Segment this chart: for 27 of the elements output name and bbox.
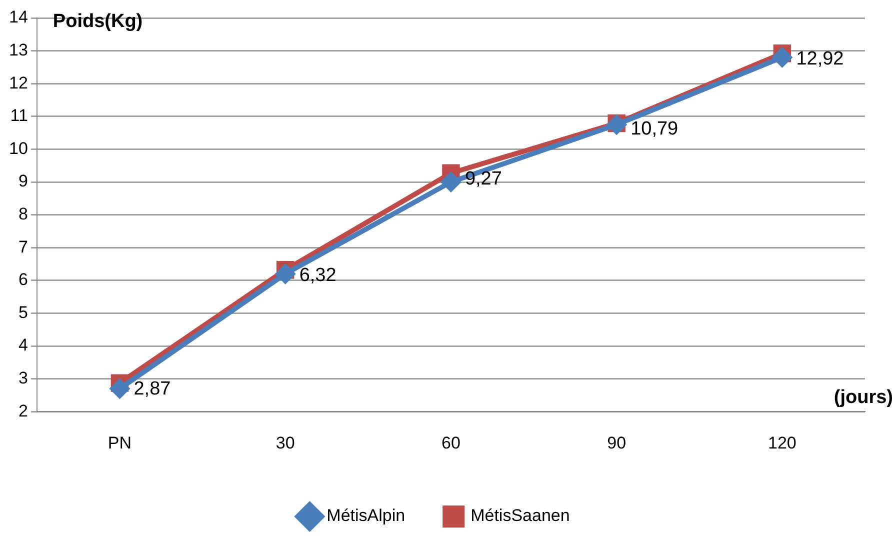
y-tick-label: 7 xyxy=(18,237,28,256)
y-tick-label: 11 xyxy=(10,106,28,126)
y-tick-label: 13 xyxy=(8,40,28,60)
y-tick-label: 5 xyxy=(18,302,28,322)
legend-label: MétisAlpin xyxy=(326,506,406,526)
data-label: 6,32 xyxy=(299,265,336,286)
data-label: 2,87 xyxy=(134,378,171,400)
y-axis-title: Poids(Kg) xyxy=(52,11,143,32)
y-tick-label: 3 xyxy=(18,368,28,388)
x-tick-label: 30 xyxy=(276,433,295,452)
x-axis-title: (jours) xyxy=(834,386,893,408)
x-tick-label: 90 xyxy=(607,433,626,452)
y-tick-label: 10 xyxy=(8,138,28,158)
data-label: 10,79 xyxy=(630,118,678,140)
data-label: 12,92 xyxy=(796,48,844,70)
x-tick-label: 60 xyxy=(441,433,460,452)
y-tick-label: 4 xyxy=(18,336,28,355)
y-tick-label: 8 xyxy=(18,204,28,224)
data-label: 9,27 xyxy=(464,168,502,190)
legend-label: MétisSaanen xyxy=(470,506,570,526)
y-tick-label: 6 xyxy=(18,270,28,290)
x-tick-label: 120 xyxy=(768,433,796,452)
y-tick-label: 12 xyxy=(8,73,28,92)
y-tick-label: 14 xyxy=(8,8,28,27)
y-tick-label: 2 xyxy=(18,401,28,420)
x-tick-label: PN xyxy=(108,433,132,452)
y-tick-label: 9 xyxy=(18,172,28,191)
